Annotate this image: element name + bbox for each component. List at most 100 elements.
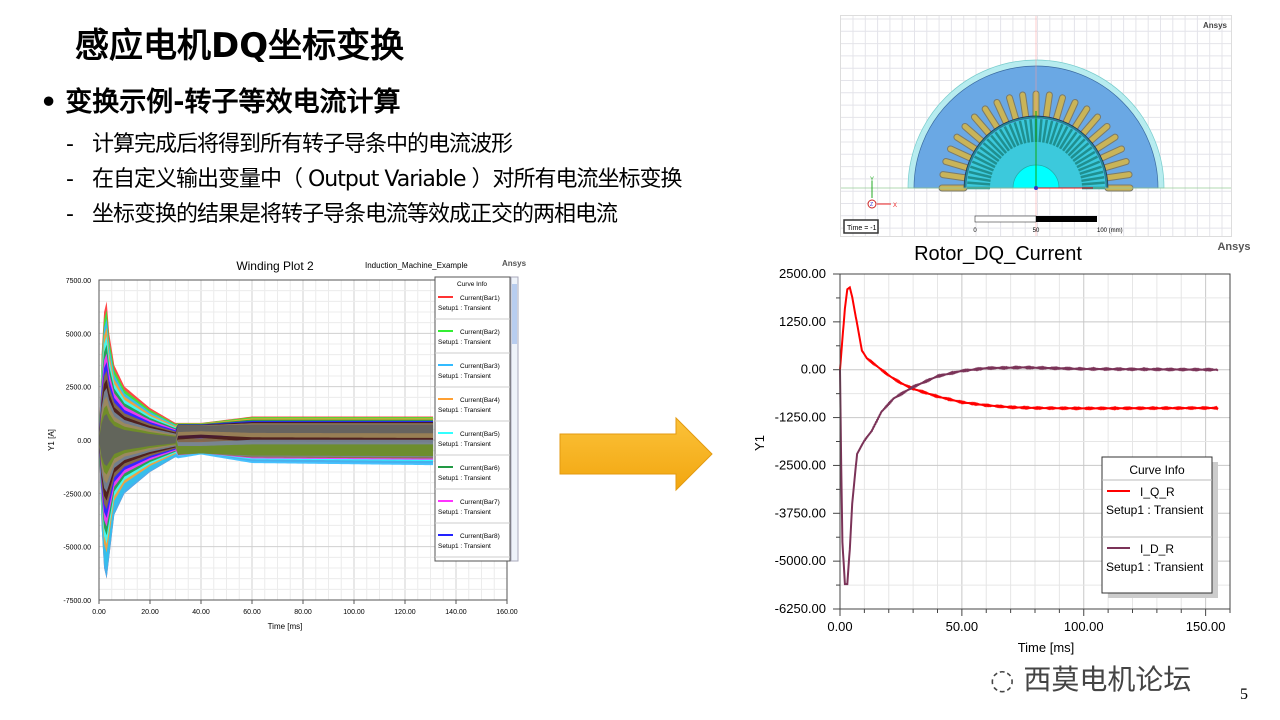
- stator-coil: [940, 172, 968, 181]
- scale-label: 50: [1033, 228, 1040, 234]
- rotor-bar: [1058, 128, 1074, 150]
- sub-item: - 坐标变换的结果是将转子导条电流等效成正交的两相电流: [66, 196, 618, 228]
- rotor-bar: [982, 142, 1002, 160]
- scale-label: 100 (mm): [1097, 228, 1123, 234]
- legend-series-setup: Setup1 : Transient: [438, 305, 491, 312]
- rotor-dq-current-chart: Rotor_DQ_Current Ansys 0.00 50.00 100.00 15…: [750, 240, 1270, 660]
- rotor-bar: [1067, 138, 1086, 157]
- rotor-bar: [1081, 181, 1105, 186]
- stator-coil: [1098, 146, 1125, 161]
- stator-coil: [1063, 99, 1078, 126]
- rotor-bar: [1008, 123, 1020, 146]
- rotor-bar: [1003, 125, 1017, 148]
- series-band: [99, 414, 434, 466]
- legend-series-name: Current(Bar5): [460, 431, 500, 438]
- rotor-bar: [1080, 170, 1104, 179]
- legend-series-setup: Setup1 : Transient: [438, 543, 491, 550]
- legend-series-setup: Setup1 : Transient: [1106, 560, 1204, 574]
- legend-scroll-thumb[interactable]: [512, 284, 517, 344]
- legend-series-name: Current(Bar7): [460, 499, 500, 506]
- rotor-bar: [1070, 142, 1090, 160]
- stator-coil: [1104, 172, 1132, 181]
- stator-coil: [1102, 159, 1129, 171]
- arrow-right-icon: [559, 416, 713, 492]
- legend-scrollbar[interactable]: [510, 276, 519, 562]
- y-tick-label: -2500.00: [775, 457, 826, 472]
- x-tick-label: 100.00: [343, 609, 365, 616]
- rotor-bar: [1076, 155, 1099, 169]
- y-tick-label: 5000.00: [66, 331, 91, 338]
- legend-series-setup: Setup1 : Transient: [1106, 503, 1204, 517]
- series-bands: [99, 301, 434, 579]
- chart-title: Winding Plot 2: [236, 259, 314, 273]
- x-tick-label: 0.00: [827, 619, 852, 634]
- motor-drawing: Ansys Time = -1 0 50 100 (mm) Y X Z: [841, 16, 1231, 236]
- scale-bar-black: [1036, 216, 1097, 222]
- rotor-bar: [967, 181, 991, 186]
- legend-series-setup: Setup1 : Transient: [438, 407, 491, 414]
- winding-plot-chart: Winding Plot 2 Induction_Machine_Example…: [40, 250, 530, 640]
- stator-coil: [1007, 95, 1019, 122]
- stator-coil: [1053, 95, 1065, 122]
- slide-title: 感应电机DQ坐标变换: [75, 26, 405, 66]
- rotor-bar: [994, 131, 1010, 152]
- rotor-bar: [973, 155, 996, 169]
- legend-series-setup: Setup1 : Transient: [438, 475, 491, 482]
- motor-cross-section: [841, 16, 1231, 236]
- brand-label: Ansys: [1203, 21, 1228, 30]
- rotor-bar: [979, 146, 1000, 162]
- stator-coil: [1087, 123, 1110, 144]
- y-tick-label: -5000.00: [63, 545, 91, 552]
- stator-coil: [1080, 114, 1101, 137]
- rotor-bar: [1064, 134, 1082, 154]
- stator-coil: [982, 106, 1000, 130]
- dash-marker: -: [66, 132, 74, 157]
- y-axis-label: Y1 [A]: [47, 429, 56, 451]
- legend-series-name: Current(Bar4): [460, 397, 500, 404]
- sub-item: - 在自定义输出变量中（ Output Variable ）对所有电流坐标变换: [66, 161, 682, 193]
- rotor-bar: [1062, 131, 1078, 152]
- z-axis-label: Z: [870, 202, 873, 208]
- rotor-bar: [1038, 119, 1043, 143]
- rotor-bar: [998, 128, 1014, 150]
- y-tick-label: -5000.00: [775, 553, 826, 568]
- rotor-bar: [986, 138, 1005, 157]
- series-lines: [839, 285, 1219, 586]
- wechat-icon: ◌: [990, 663, 1015, 696]
- series-line-I_Q_R: [839, 285, 1219, 411]
- rotor-bar: [1045, 120, 1054, 144]
- rotor-bar: [968, 170, 992, 179]
- legend: Curve Info Current(Bar1) Setup1 : Transien…: [434, 276, 519, 562]
- main-bullet: • 变换示例-转子等效电流计算: [40, 80, 400, 119]
- y-tick-label: -1250.00: [775, 410, 826, 425]
- rotor-bar: [1013, 121, 1023, 145]
- rotor-bar: [1081, 175, 1105, 183]
- rotor-bar: [1052, 123, 1064, 146]
- rotor-bar: [1018, 120, 1027, 144]
- rotor-bar: [1079, 165, 1103, 175]
- brand-label: Ansys: [1217, 241, 1250, 253]
- scale-bar-white: [974, 215, 1037, 223]
- dash-marker: -: [66, 167, 74, 192]
- stator-coil: [962, 123, 985, 144]
- y-tick-label: -6250.00: [775, 601, 826, 616]
- brand-label: Ansys: [502, 259, 527, 268]
- y-tick-label: -3750.00: [775, 505, 826, 520]
- sub-item-text: 坐标变换的结果是将转子导条电流等效成正交的两相电流: [92, 202, 618, 227]
- rotor-bar: [1078, 160, 1101, 172]
- rotor-bar: [976, 150, 998, 166]
- rotor-bar: [1055, 125, 1069, 148]
- time-label: Time = -1: [847, 225, 877, 232]
- y-tick-label: 7500.00: [66, 278, 91, 285]
- scale-label: 0: [973, 228, 977, 234]
- x-axis-label: X: [893, 203, 897, 209]
- x-tick-label: 50.00: [946, 619, 979, 634]
- legend-title: Curve Info: [457, 281, 487, 288]
- bullet-text: 变换示例-转子等效电流计算: [65, 87, 401, 118]
- origin-point: [1034, 186, 1038, 190]
- rotor-bar: [1041, 119, 1049, 143]
- stator-coil: [954, 134, 978, 152]
- legend-series-name: Current(Bar3): [460, 363, 500, 370]
- chart-subtitle: Induction_Machine_Example: [365, 261, 468, 270]
- rotor-bar: [971, 160, 994, 172]
